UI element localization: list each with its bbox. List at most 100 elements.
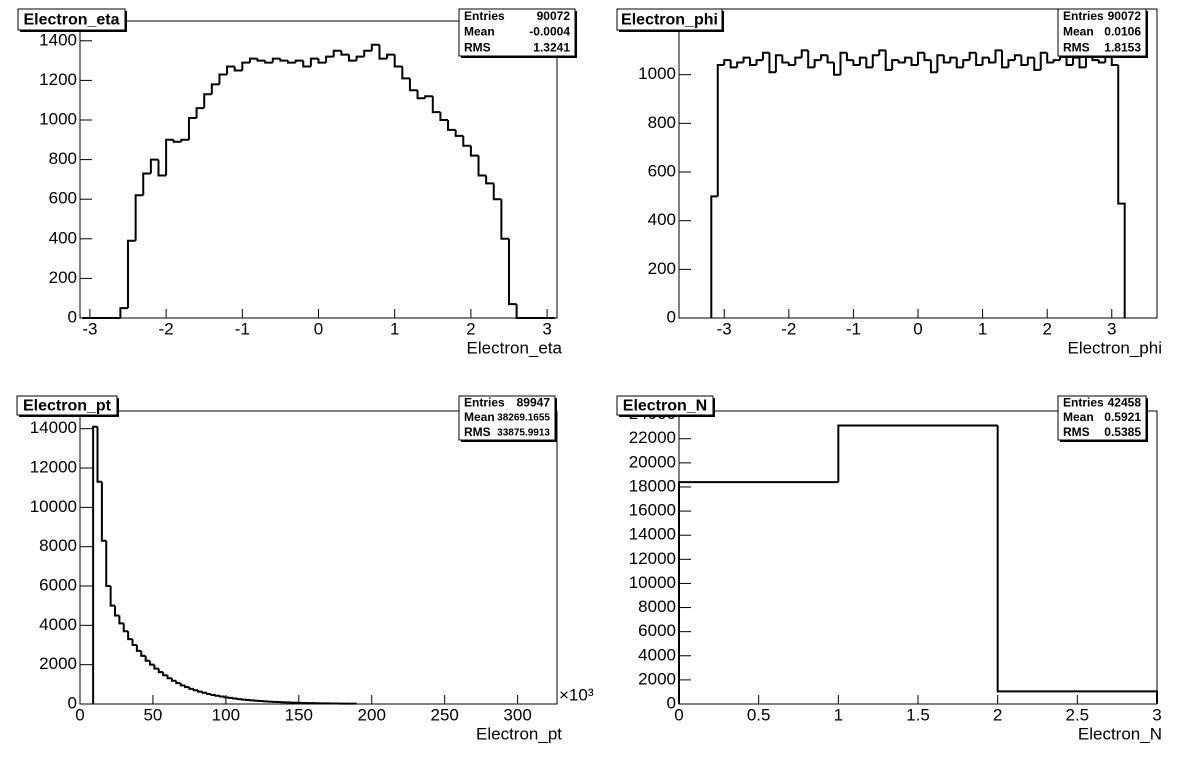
x-tick-label: 1 (390, 319, 399, 338)
histogram-bin (157, 668, 164, 674)
x-axis-label: Electron_N (1078, 724, 1162, 743)
histogram-bin (214, 694, 221, 697)
stats-label: Mean (1063, 410, 1094, 424)
histogram-bin (248, 57, 258, 63)
histogram-bin (363, 49, 372, 57)
histogram-bin (1000, 50, 1009, 69)
histogram-bin (515, 304, 525, 319)
stats-label: RMS (1063, 40, 1090, 54)
x-tick-label: 1.5 (906, 705, 930, 724)
histogram-bin (910, 57, 918, 66)
histogram-bin (500, 199, 509, 240)
y-tick-label: 200 (648, 259, 676, 278)
histogram-bin (142, 172, 151, 196)
histogram-bin (232, 697, 238, 700)
histogram-bin (219, 695, 225, 698)
histogram-bin (431, 96, 441, 114)
histogram-bin (477, 155, 487, 177)
y-tick-label: 22000 (629, 428, 676, 447)
histogram-bin (424, 95, 433, 99)
y-tick-label: 400 (49, 228, 77, 247)
histogram-bin (1097, 60, 1106, 64)
histogram-bin (736, 61, 744, 68)
stats-label: Entries (464, 9, 505, 23)
y-tick-label: 6000 (39, 575, 77, 594)
histogram-bin (833, 62, 841, 76)
x-tick-label: 250 (430, 705, 458, 724)
stats-box (458, 8, 576, 57)
histogram-bin (201, 691, 207, 694)
x-tick-label: 2 (466, 319, 475, 338)
stats-label: Mean (1063, 25, 1094, 39)
x-tick-label: -1 (235, 319, 250, 338)
histogram-bin (800, 49, 809, 58)
x-axis-label: Electron_phi (1067, 338, 1162, 357)
histogram-bin (716, 63, 725, 197)
histogram-bin (1013, 54, 1022, 61)
histogram-bin (271, 57, 281, 63)
x-tick-label: -3 (717, 319, 732, 338)
histogram-bin (175, 680, 181, 685)
histogram-bin (355, 55, 365, 61)
histogram-bin (119, 307, 129, 318)
stats-value: 0.0106 (1104, 25, 1141, 39)
x-tick-label: 3 (542, 319, 551, 338)
x-exponent-label: ×10³ (559, 685, 594, 704)
histogram-bin (127, 631, 133, 641)
x-tick-label: 0 (674, 705, 683, 724)
y-tick-label: 800 (648, 113, 676, 132)
histogram-bin (891, 59, 899, 70)
stats-value: 42458 (1108, 396, 1142, 410)
y-tick-label: 20000 (629, 452, 676, 471)
y-tick-label: 0 (667, 307, 676, 326)
y-tick-label: 600 (49, 189, 77, 208)
histogram-bin (144, 655, 151, 662)
histogram-bin (236, 698, 242, 701)
y-tick-label: 200 (49, 268, 77, 287)
histogram-bin (386, 53, 395, 59)
histogram-bin (127, 239, 136, 309)
y-tick-label: 10000 (629, 573, 676, 592)
chart-title: Electron_pt (23, 398, 112, 415)
histogram-bin (878, 49, 886, 56)
x-tick-label: 3 (1107, 319, 1116, 338)
histogram-bin (162, 672, 168, 677)
histogram-bin (469, 145, 479, 157)
y-tick-label: 12000 (629, 549, 676, 568)
stats-value: 1.3241 (533, 40, 570, 54)
histogram-bin (1078, 57, 1086, 69)
x-tick-label: 3 (1152, 705, 1161, 724)
histogram-bin (192, 688, 199, 692)
stats-box (458, 395, 556, 441)
y-tick-label: 2000 (39, 654, 77, 673)
histogram-bin (401, 66, 410, 80)
y-tick-label: 18000 (629, 476, 676, 495)
stats-value: 38269.1655 (497, 413, 550, 424)
histogram-bin (370, 43, 380, 51)
x-tick-label: -2 (781, 319, 796, 338)
stats-value: -0.0004 (529, 25, 570, 39)
histogram-bin (1007, 59, 1015, 68)
histogram-bin (768, 52, 776, 74)
y-tick-label: 1200 (39, 70, 77, 89)
histogram-bin (347, 54, 357, 62)
histogram-bin (233, 66, 243, 72)
histogram-bin (317, 58, 327, 64)
histogram-bin (172, 139, 182, 143)
histogram-bin (994, 49, 1002, 63)
histogram-bin (96, 426, 102, 483)
y-tick-label: 1000 (638, 64, 676, 83)
histogram-bin (340, 50, 349, 56)
histogram-bin (166, 675, 172, 680)
histogram-bin (485, 175, 494, 185)
stats-label: RMS (464, 40, 491, 54)
x-tick-label: -1 (846, 319, 861, 338)
chart-title: Electron_eta (23, 12, 119, 29)
histogram-bin (180, 138, 189, 142)
histogram-bin (871, 54, 880, 68)
histogram-bin (749, 57, 757, 66)
histogram-bin (131, 639, 137, 647)
histogram-bin (157, 159, 167, 177)
histogram-bin (710, 195, 718, 318)
